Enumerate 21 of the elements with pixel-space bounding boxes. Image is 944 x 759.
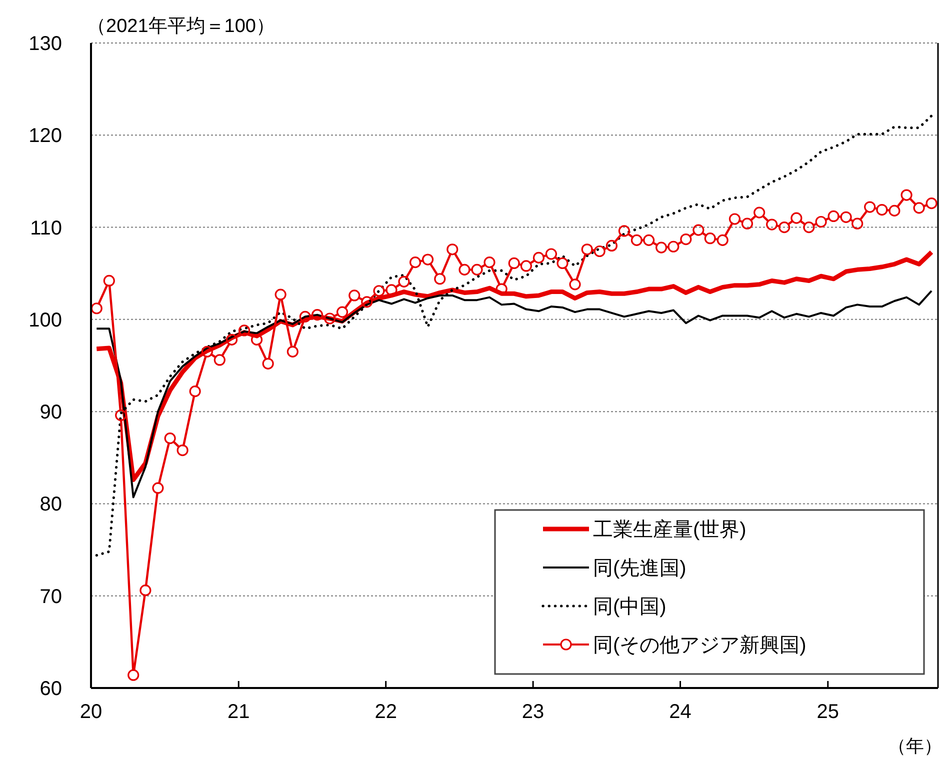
y-tick-label: 110 — [30, 217, 62, 240]
legend-label: 同(その他アジア新興国) — [593, 634, 806, 656]
x-tick-label: 20 — [80, 701, 102, 723]
x-axis-title: （年） — [888, 736, 942, 756]
y-tick-label: 120 — [28, 125, 62, 148]
x-tick-label: 24 — [669, 701, 692, 723]
y-tick-label: 70 — [40, 586, 62, 608]
y-axis-title: （2021年平均＝100） — [87, 16, 275, 37]
legend-label: 工業生産量(世界) — [593, 519, 746, 541]
y-tick-label: 100 — [28, 309, 62, 332]
legend-label: 同(先進国) — [593, 558, 686, 580]
x-tick-label: 23 — [522, 701, 544, 723]
y-tick-label: 130 — [28, 33, 62, 55]
y-tick-label: 90 — [40, 402, 62, 424]
x-tick-label: 25 — [816, 701, 840, 723]
legend-label: 同(中国) — [593, 596, 666, 618]
x-tick-label: 21 — [227, 701, 250, 723]
y-tick-label: 80 — [40, 494, 62, 516]
y-tick-label: 60 — [40, 678, 62, 700]
x-tick-label: 22 — [374, 701, 397, 723]
line-series — [95, 114, 933, 557]
